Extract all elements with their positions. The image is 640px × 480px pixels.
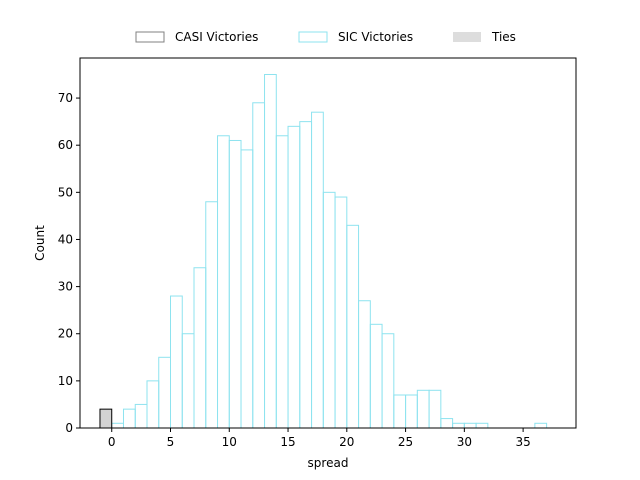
bar-sic-victories: [264, 73, 277, 429]
bar-sic-victories: [299, 121, 313, 429]
bar-sic-victories: [252, 102, 266, 429]
bar-sic-victories: [334, 196, 348, 429]
x-tick-label: 15: [280, 435, 295, 449]
bar-sic-victories: [122, 408, 136, 429]
bar-sic-victories: [393, 394, 407, 429]
y-tick-label: 10: [58, 374, 73, 388]
y-tick-label: 50: [58, 185, 73, 199]
y-tick-label: 30: [58, 280, 73, 294]
bar-sic-victories: [416, 389, 430, 429]
legend-swatch-sic-victories: [298, 31, 328, 43]
bar-sic-victories: [358, 300, 371, 429]
bar-sic-victories: [405, 394, 418, 429]
bar-sic-victories: [381, 333, 395, 429]
bar-sic-victories: [369, 323, 383, 429]
bar-sic-victories: [146, 380, 160, 429]
y-tick-label: 60: [58, 138, 73, 152]
bar-sic-victories: [475, 422, 489, 429]
legend-swatch-casi-victories: [135, 31, 165, 43]
legend: CASI Victories SIC Victories Ties: [135, 30, 516, 44]
bar-sic-victories: [170, 295, 183, 429]
plot-frame: [79, 57, 577, 429]
legend-label-casi-victories: CASI Victories: [175, 30, 258, 44]
bar-sic-victories: [217, 135, 230, 429]
bar-sic-victories: [181, 333, 195, 429]
x-axis-ticks: 0 5 10 15 20 25 30 35: [108, 428, 531, 449]
bar-sic-victories: [240, 149, 254, 429]
bar-sic-victories: [275, 135, 289, 429]
bar-sic-victories: [228, 139, 242, 429]
bar-sic-victories: [452, 422, 465, 429]
bar-ties: [99, 408, 113, 429]
legend-label-ties: Ties: [491, 30, 516, 44]
bar-sic-victories: [205, 201, 219, 429]
x-tick-label: 5: [167, 435, 175, 449]
bar-sic-victories: [322, 191, 336, 429]
y-axis-ticks: 0 10 20 30 40 50 60 70: [58, 91, 80, 435]
x-tick-label: 30: [457, 435, 472, 449]
bars-layer: [99, 73, 548, 429]
x-tick-label: 25: [398, 435, 413, 449]
y-tick-label: 40: [58, 232, 73, 246]
legend-label-sic-victories: SIC Victories: [338, 30, 413, 44]
bar-sic-victories: [463, 422, 477, 429]
bar-sic-victories: [158, 356, 172, 429]
x-tick-label: 0: [108, 435, 116, 449]
x-tick-label: 35: [515, 435, 530, 449]
bar-sic-victories: [111, 422, 124, 429]
y-tick-label: 70: [58, 91, 73, 105]
bar-sic-victories: [287, 125, 301, 429]
legend-swatch-ties: [453, 32, 481, 42]
bar-sic-victories: [311, 111, 324, 429]
y-tick-label: 20: [58, 327, 73, 341]
x-axis-label: spread: [308, 456, 349, 470]
bar-sic-victories: [534, 422, 548, 429]
y-axis-label: Count: [33, 225, 47, 261]
bar-sic-victories: [428, 389, 442, 429]
bar-sic-victories: [134, 403, 148, 429]
bar-sic-victories: [440, 418, 454, 429]
y-tick-label: 0: [65, 421, 73, 435]
x-tick-label: 10: [222, 435, 237, 449]
x-tick-label: 20: [339, 435, 354, 449]
bar-sic-victories: [193, 267, 207, 429]
bar-sic-victories: [346, 224, 360, 429]
